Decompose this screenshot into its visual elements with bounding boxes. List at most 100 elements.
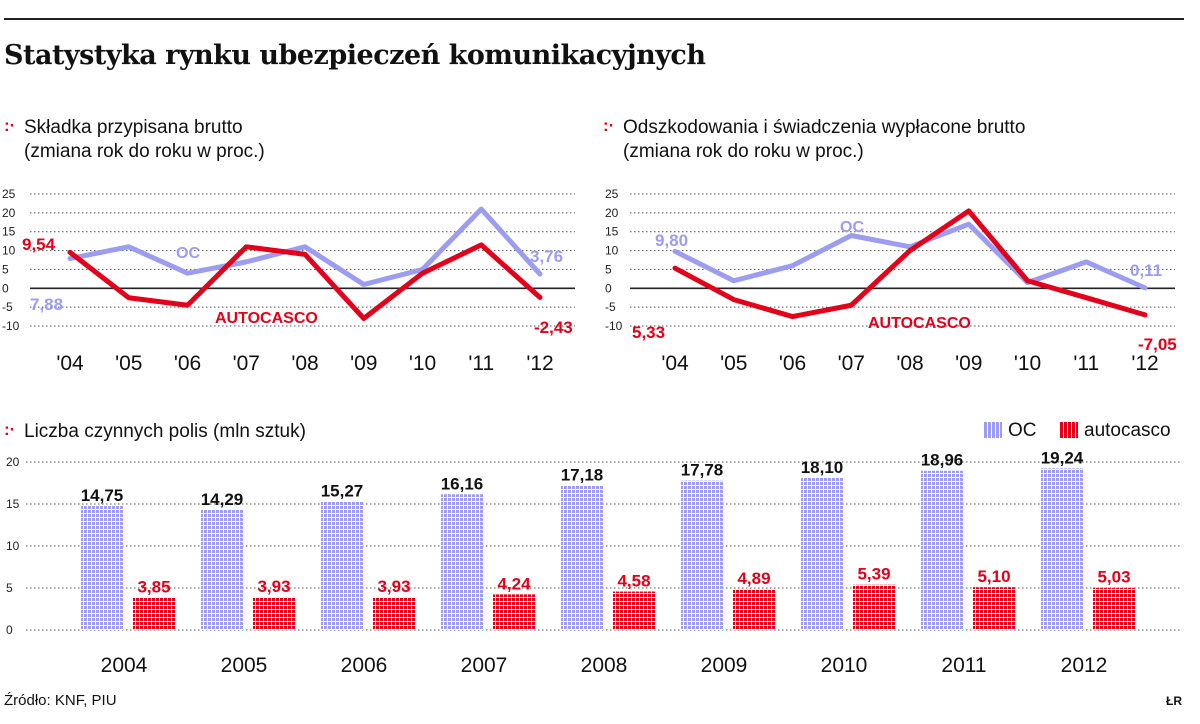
bar-autocasco	[973, 587, 1015, 630]
chart1-subtitle: (zmiana rok do roku w proc.)	[24, 141, 265, 162]
page-title: Statystyka rynku ubezpieczeń komunikacyj…	[4, 40, 706, 71]
y-tick-label: 20	[2, 206, 16, 220]
bar-autocasco	[373, 596, 415, 630]
bar-oc	[441, 494, 483, 630]
y-tick-label: 10	[605, 244, 619, 258]
y-tick-label: 0	[2, 281, 9, 295]
bullet-marker-icon: :·	[603, 116, 615, 135]
y-tick-label: 10	[2, 244, 16, 258]
chart3-title: Liczba czynnych polis (mln sztuk)	[24, 421, 306, 442]
x-tick-label: '11	[468, 352, 494, 375]
bar-label-autocasco: 4,58	[617, 572, 650, 591]
bar-label-oc: 17,18	[561, 466, 604, 485]
bar-autocasco	[133, 597, 175, 630]
bar-autocasco	[613, 591, 655, 630]
data-label: -2,43	[534, 318, 573, 337]
series-line-oc	[67, 206, 543, 288]
data-label: 5,33	[632, 323, 665, 342]
x-tick-label: 2006	[341, 654, 388, 677]
bar-oc	[201, 509, 243, 630]
x-tick-label: '09	[350, 352, 377, 375]
y-tick-label: 25	[2, 187, 16, 201]
bar-oc	[81, 506, 123, 630]
bar-oc	[681, 480, 723, 630]
bar-autocasco	[853, 584, 895, 630]
y-tick-label: 15	[605, 225, 619, 239]
x-tick-label: 2010	[821, 654, 868, 677]
data-label: 9,54	[22, 235, 56, 254]
bar-label-oc: 15,27	[321, 482, 364, 501]
series-line-autocasco	[67, 242, 543, 321]
chart-policies: 20 15 10 5 0 14,75 3,85 2004 14,29 3,93 2005 15,27 3…	[6, 450, 1180, 677]
publisher-logo: ŁR	[1166, 694, 1182, 708]
x-tick-label: '06	[779, 352, 806, 375]
source-note: Źródło: KNF, PIU	[4, 692, 117, 709]
bar-label-autocasco: 3,93	[377, 577, 410, 596]
x-tick-label: '08	[291, 352, 318, 375]
top-rule	[4, 18, 1184, 20]
bar-label-oc: 14,29	[201, 490, 244, 509]
chart2-subtitle: (zmiana rok do roku w proc.)	[623, 141, 864, 162]
data-label: 0,11	[1130, 261, 1162, 280]
bar-label-autocasco: 5,03	[1097, 568, 1130, 587]
chart2-heading: Odszkodowania i świadczenia wypłacone br…	[623, 116, 1025, 164]
x-tick-label: '04	[661, 352, 689, 375]
data-label: 7,88	[30, 295, 63, 314]
bar-label-oc: 18,96	[921, 451, 964, 470]
series-line-oc	[672, 221, 1148, 291]
bar-autocasco	[733, 588, 775, 630]
bar-label-autocasco: 4,89	[737, 569, 770, 588]
x-tick-label: 2011	[941, 654, 986, 677]
bar-oc	[801, 477, 843, 630]
bar-label-oc: 17,78	[681, 461, 724, 480]
chart1-heading: Składka przypisana brutto (zmiana rok do…	[24, 116, 265, 164]
x-tick-label: '10	[1014, 352, 1041, 375]
bar-label-autocasco: 5,39	[857, 565, 890, 584]
x-tick-label: 2005	[221, 654, 268, 677]
x-tick-label: '07	[233, 352, 260, 375]
y-tick-label: 20	[6, 455, 20, 469]
data-label: 9,80	[655, 231, 688, 250]
y-tick-label: 5	[6, 581, 13, 595]
bar-autocasco	[253, 596, 295, 630]
legend-autocasco-label: autocasco	[1084, 420, 1171, 441]
x-tick-label: '05	[115, 352, 142, 375]
y-tick-label: 25	[605, 187, 619, 201]
bar-oc	[921, 470, 963, 630]
x-tick-label: 2004	[101, 654, 148, 677]
legend-oc-swatch-icon	[984, 422, 1002, 438]
bar-autocasco	[1093, 587, 1135, 630]
x-tick-label: '04	[56, 352, 84, 375]
bar-label-autocasco: 5,10	[977, 567, 1010, 586]
x-tick-label: 2012	[1061, 654, 1108, 677]
bar-autocasco	[493, 594, 535, 630]
series-line-autocasco	[672, 208, 1148, 320]
x-tick-label: 2008	[581, 654, 628, 677]
bar-label-oc: 18,10	[801, 458, 844, 477]
y-tick-label: -10	[605, 319, 623, 333]
y-tick-label: 15	[2, 225, 16, 239]
chart-claims: 25 20 15 10 5 0 -5 -10 '04 '05 '06 '07 '08 '09 '10 '11 '…	[605, 187, 1177, 375]
y-tick-label: 0	[605, 281, 612, 295]
y-tick-label: 10	[6, 539, 20, 553]
legend-oc: OC	[984, 420, 1037, 442]
x-tick-label: '07	[838, 352, 865, 375]
series-label-autocasco: AUTOCASCO	[868, 315, 971, 332]
bar-label-autocasco: 4,24	[497, 574, 531, 593]
x-tick-label: '12	[526, 352, 553, 375]
bar-label-oc: 14,75	[81, 486, 124, 505]
bar-oc	[561, 485, 603, 630]
x-tick-label: '10	[409, 352, 436, 375]
x-tick-label: '11	[1073, 352, 1099, 375]
data-label: -7,05	[1138, 335, 1177, 354]
x-tick-label: '05	[720, 352, 747, 375]
bar-label-oc: 19,24	[1041, 450, 1084, 467]
y-tick-label: -10	[2, 319, 20, 333]
x-tick-label: '06	[174, 352, 201, 375]
x-tick-label: '09	[955, 352, 982, 375]
bar-oc	[1041, 468, 1083, 630]
chart-premiums: 25 20 15 10 5 0 -5 -10 '04 '05 '06 '07 '08 '09 '10 '11 '…	[2, 187, 575, 375]
x-tick-label: 2007	[461, 654, 508, 677]
y-tick-label: -5	[605, 300, 616, 314]
y-tick-label: 0	[6, 623, 13, 637]
